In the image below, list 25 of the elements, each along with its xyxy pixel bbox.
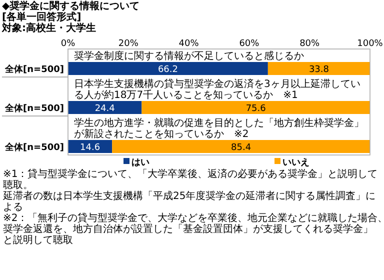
text: 奨学金制度に関する情報が不足していると感じるか: [74, 50, 304, 62]
data-label: 14.6: [80, 143, 100, 153]
data-label: 66.2: [158, 65, 178, 75]
text: 奨学金返還を、地方自治体が設置した「基金設置団体」が支援してくれる奨学金」と説明して聴取: [3, 223, 373, 246]
legend-label: いいえ: [282, 157, 310, 168]
y-tick-label: 全体[n=500]: [4, 142, 64, 153]
data-label: 33.8: [308, 65, 330, 75]
data-label: 24.4: [94, 104, 116, 114]
header: ◆奨学金に関する情報について [各単一回答形式] 対象:高校生・大学生: [2, 1, 140, 34]
x-tick-label: 60%: [239, 39, 260, 49]
legend-label: はい: [132, 158, 150, 168]
x-tick-label: 80%: [300, 39, 320, 49]
text: ※2：「無利子の貸与型奨学金で、大学などを卒業後、地元企業などに就職した場合、: [3, 212, 384, 224]
text: 延滞者の数は日本学生支援機構「平成25年度奨学金の延滞者に関する属性調査」による: [2, 190, 376, 213]
chart-title: 学生の地方進学・就職の促進を目的とした「地方創生枠奨学金」が新設されたことを知っているか ※2: [74, 117, 364, 140]
data-label: 85.4: [231, 143, 252, 153]
text: 日本学生支援機構の貸与型奨学金の返済を3ヶ月以上延滞している人が約18万7千人いることを知っているか ※1: [74, 78, 360, 101]
y-tick-label: 全体[n=500]: [4, 103, 64, 114]
data-label: 75.6: [246, 104, 266, 114]
x-tick-label: 100%: [357, 39, 384, 49]
x-tick-label: 20%: [118, 39, 139, 49]
x-tick-label: 0%: [60, 39, 76, 49]
y-tick-label: 全体[n=500]: [4, 64, 64, 75]
annotation: ※1：貸与型奨学金について、「大学卒業後、返済の必要がある奨学金」と説明して聴取。: [3, 168, 378, 191]
x-tick-label: 40%: [178, 39, 200, 49]
